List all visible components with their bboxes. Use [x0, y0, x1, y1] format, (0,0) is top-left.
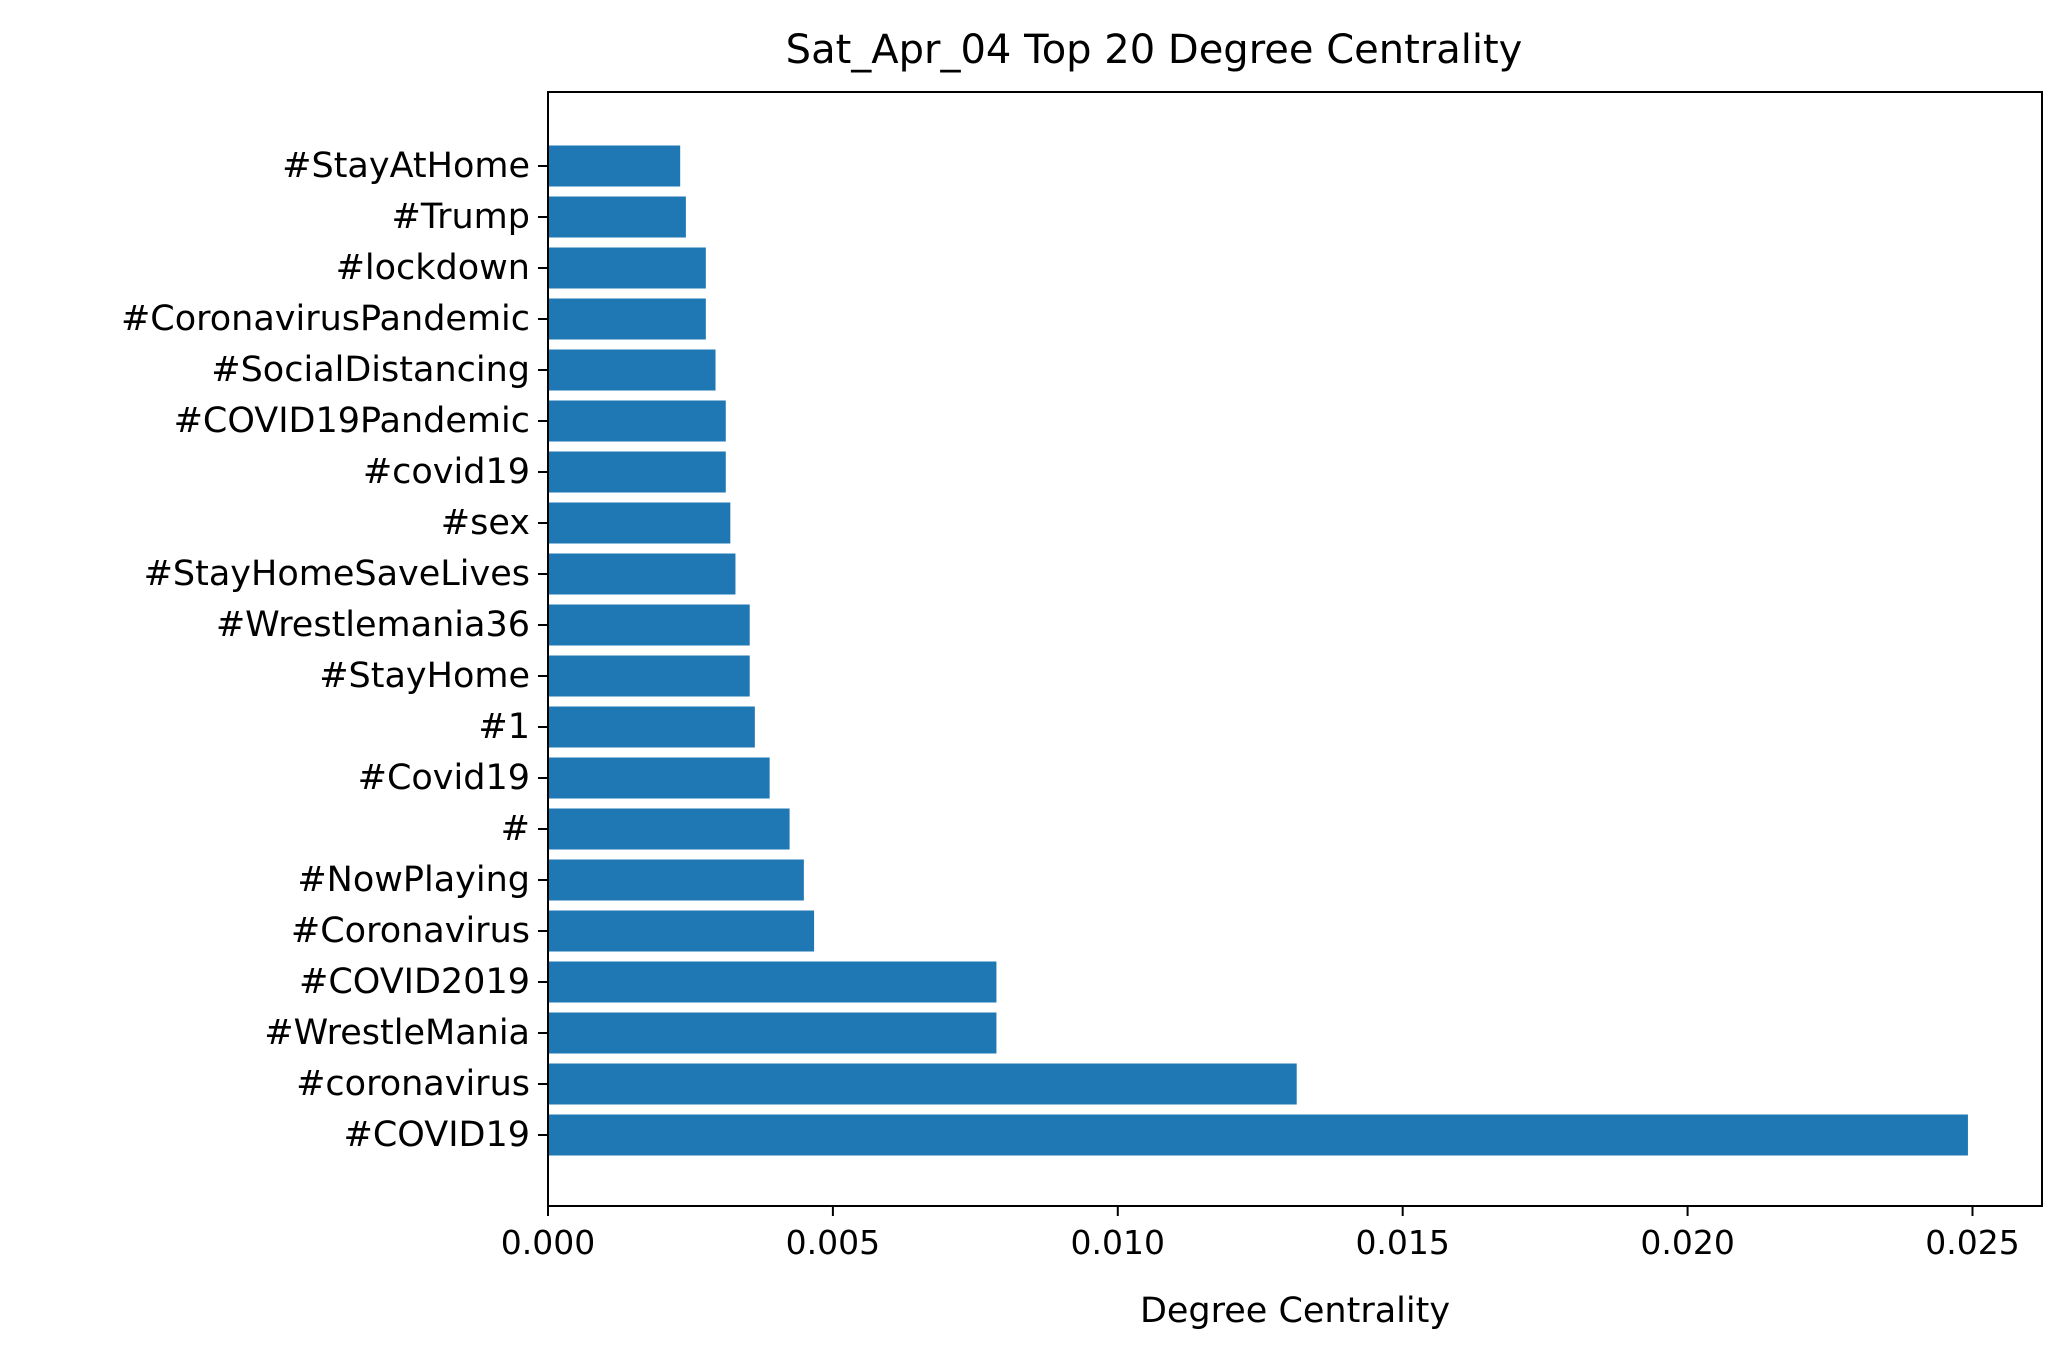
bar-#NowPlaying: [548, 859, 804, 901]
bar-#: [548, 808, 790, 850]
y-tick-label: #StayAtHome: [282, 146, 530, 186]
y-tick-label: #SocialDistancing: [211, 350, 530, 390]
bar-#SocialDistancing: [548, 349, 716, 391]
y-tick-label: #Wrestlemania36: [216, 605, 530, 645]
bar-#lockdown: [548, 247, 706, 289]
plot-frame: [547, 91, 2043, 1207]
y-tick-label: #Trump: [392, 197, 530, 237]
y-tick-label: #coronavirus: [296, 1064, 530, 1104]
bar-#Wrestlemania36: [548, 604, 750, 646]
y-tick-label: #StayHomeSaveLives: [144, 554, 530, 594]
y-tick-label: #1: [478, 707, 530, 747]
y-tick-label: #covid19: [363, 452, 530, 492]
x-tick-label: 0.000: [501, 1223, 595, 1262]
y-tick-label: #WrestleMania: [264, 1013, 530, 1053]
y-tick-label: #sex: [441, 503, 530, 543]
bar-#COVID2019: [548, 961, 997, 1003]
bar-#COVID19Pandemic: [548, 400, 726, 442]
x-tick-label: 0.020: [1640, 1223, 1734, 1262]
x-tick-label: 0.025: [1925, 1223, 2019, 1262]
y-tick-label: #lockdown: [336, 248, 530, 288]
chart-title: Sat_Apr_04 Top 20 Degree Centrality: [786, 27, 1523, 73]
y-tick-label: #COVID2019: [299, 962, 530, 1002]
bar-#covid19: [548, 451, 726, 493]
x-tick-label: 0.010: [1071, 1223, 1165, 1262]
bar-#StayHomeSaveLives: [548, 553, 736, 595]
bar-#sex: [548, 502, 731, 544]
bar-#coronavirus: [548, 1063, 1297, 1105]
y-tick-label: #StayHome: [319, 656, 530, 696]
bar-#Trump: [548, 196, 686, 238]
bar-#StayAtHome: [548, 145, 681, 187]
bar-#CoronavirusPandemic: [548, 298, 706, 340]
y-tick-label: #: [501, 809, 530, 849]
y-tick-label: #CoronavirusPandemic: [121, 299, 530, 339]
y-tick-label: #COVID19: [344, 1115, 530, 1155]
bar-#WrestleMania: [548, 1012, 997, 1054]
bar-#COVID19: [548, 1114, 1968, 1156]
bar-#1: [548, 706, 755, 748]
bar-#Coronavirus: [548, 910, 815, 952]
x-tick-label: 0.005: [786, 1223, 880, 1262]
y-tick-label: #Covid19: [358, 758, 530, 798]
y-axis: #COVID19 #coronavirus #WrestleMania #COVID2…: [121, 146, 548, 1155]
x-axis-label: Degree Centrality: [1140, 1291, 1450, 1331]
bar-#Covid19: [548, 757, 770, 799]
x-axis: 0.000 0.005 0.010 0.015 0.020 0.025: [501, 1206, 2020, 1262]
x-tick-label: 0.015: [1355, 1223, 1449, 1262]
bar-#StayHome: [548, 655, 750, 697]
bars-layer: [548, 145, 1968, 1156]
y-tick-label: #NowPlaying: [297, 860, 530, 900]
y-tick-label: #COVID19Pandemic: [174, 401, 530, 441]
y-tick-label: #Coronavirus: [291, 911, 530, 951]
